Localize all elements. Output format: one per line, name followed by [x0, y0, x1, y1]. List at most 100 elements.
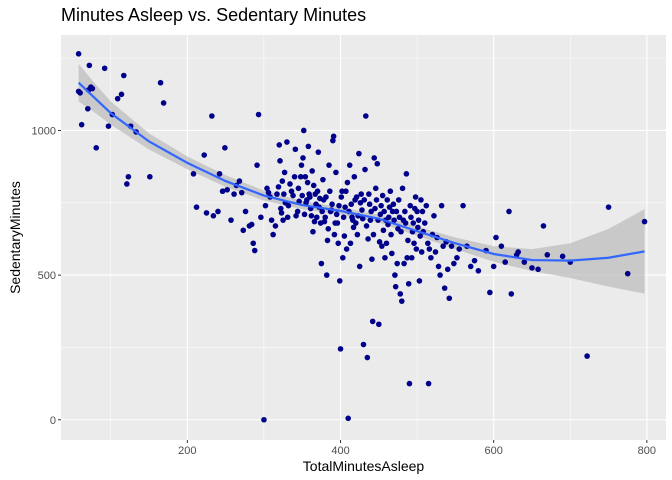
- data-point: [309, 168, 315, 174]
- data-point: [432, 249, 439, 255]
- data-point: [393, 208, 400, 215]
- data-point: [372, 205, 378, 212]
- data-point: [398, 298, 405, 304]
- data-point: [335, 240, 342, 247]
- data-point: [216, 171, 223, 177]
- data-point: [294, 208, 301, 215]
- data-point: [329, 201, 335, 208]
- data-point: [475, 267, 482, 274]
- data-point: [386, 204, 393, 210]
- data-point: [456, 246, 463, 252]
- data-point: [435, 263, 442, 270]
- data-point: [285, 202, 292, 209]
- data-point: [77, 90, 83, 96]
- y-tick-label: 0: [50, 415, 56, 427]
- data-point: [347, 240, 354, 247]
- data-point: [506, 208, 512, 215]
- data-point: [291, 173, 298, 180]
- data-point: [395, 197, 402, 203]
- data-point: [490, 263, 497, 270]
- data-point: [377, 211, 384, 218]
- data-point: [242, 208, 249, 215]
- data-point: [408, 254, 415, 261]
- data-point: [193, 204, 200, 210]
- data-point: [624, 270, 631, 277]
- data-point: [295, 185, 302, 192]
- data-point: [425, 380, 432, 387]
- data-point: [451, 260, 457, 267]
- data-point: [288, 188, 295, 195]
- data-point: [120, 72, 127, 79]
- data-point: [248, 221, 255, 228]
- data-point: [292, 146, 299, 153]
- data-point: [305, 143, 312, 150]
- data-point: [277, 205, 284, 212]
- data-point: [319, 208, 325, 215]
- data-point: [405, 280, 412, 287]
- data-point: [353, 194, 360, 200]
- data-point: [321, 218, 328, 225]
- data-point: [363, 223, 370, 229]
- data-point: [270, 231, 276, 238]
- data-point: [502, 259, 508, 265]
- data-point: [369, 256, 375, 262]
- data-point: [412, 194, 419, 200]
- data-point: [339, 188, 345, 195]
- data-point: [338, 194, 345, 200]
- data-point: [498, 243, 505, 249]
- data-point: [376, 239, 383, 245]
- data-point: [351, 173, 358, 180]
- confidence-band-group: [78, 63, 645, 294]
- data-point: [302, 173, 309, 180]
- data-point: [515, 249, 521, 255]
- data-point: [454, 254, 460, 261]
- data-point: [441, 285, 448, 291]
- data-point: [272, 223, 279, 229]
- data-point: [310, 182, 317, 189]
- data-point: [354, 231, 361, 238]
- data-point: [330, 137, 336, 144]
- data-point: [384, 197, 391, 203]
- data-point: [118, 91, 125, 98]
- data-point: [281, 169, 288, 176]
- data-point: [219, 188, 226, 195]
- data-point: [410, 220, 417, 226]
- data-point: [394, 260, 400, 267]
- data-point: [304, 179, 311, 186]
- data-point: [418, 197, 424, 203]
- data-point: [254, 162, 260, 168]
- data-point: [222, 145, 228, 151]
- data-point: [540, 223, 547, 229]
- data-point: [258, 214, 264, 221]
- data-point: [374, 160, 381, 167]
- data-point: [296, 198, 302, 205]
- data-point: [398, 228, 404, 235]
- data-point: [337, 346, 344, 352]
- data-point: [231, 191, 237, 197]
- y-axis-ticks: 0 500 1000: [32, 125, 61, 427]
- data-point: [388, 231, 394, 238]
- x-tick-label: 200: [178, 445, 196, 457]
- plot-panel: [61, 35, 666, 440]
- data-point: [346, 162, 353, 168]
- data-point: [415, 224, 421, 231]
- data-point: [300, 155, 306, 161]
- data-point: [359, 215, 366, 222]
- data-point: [215, 208, 221, 215]
- data-point: [265, 189, 272, 196]
- data-point: [389, 250, 395, 257]
- data-point: [381, 208, 387, 215]
- data-point: [361, 197, 368, 203]
- data-point: [421, 220, 428, 226]
- data-point: [385, 214, 392, 221]
- data-point: [297, 173, 304, 180]
- data-point: [201, 152, 208, 158]
- data-point: [372, 185, 379, 192]
- data-point: [641, 218, 648, 225]
- data-point: [308, 213, 315, 219]
- x-axis-ticks: 200 400 600 800: [178, 440, 656, 457]
- data-point: [190, 171, 197, 177]
- data-point: [203, 210, 210, 216]
- data-point: [437, 272, 443, 278]
- data-point: [371, 155, 378, 161]
